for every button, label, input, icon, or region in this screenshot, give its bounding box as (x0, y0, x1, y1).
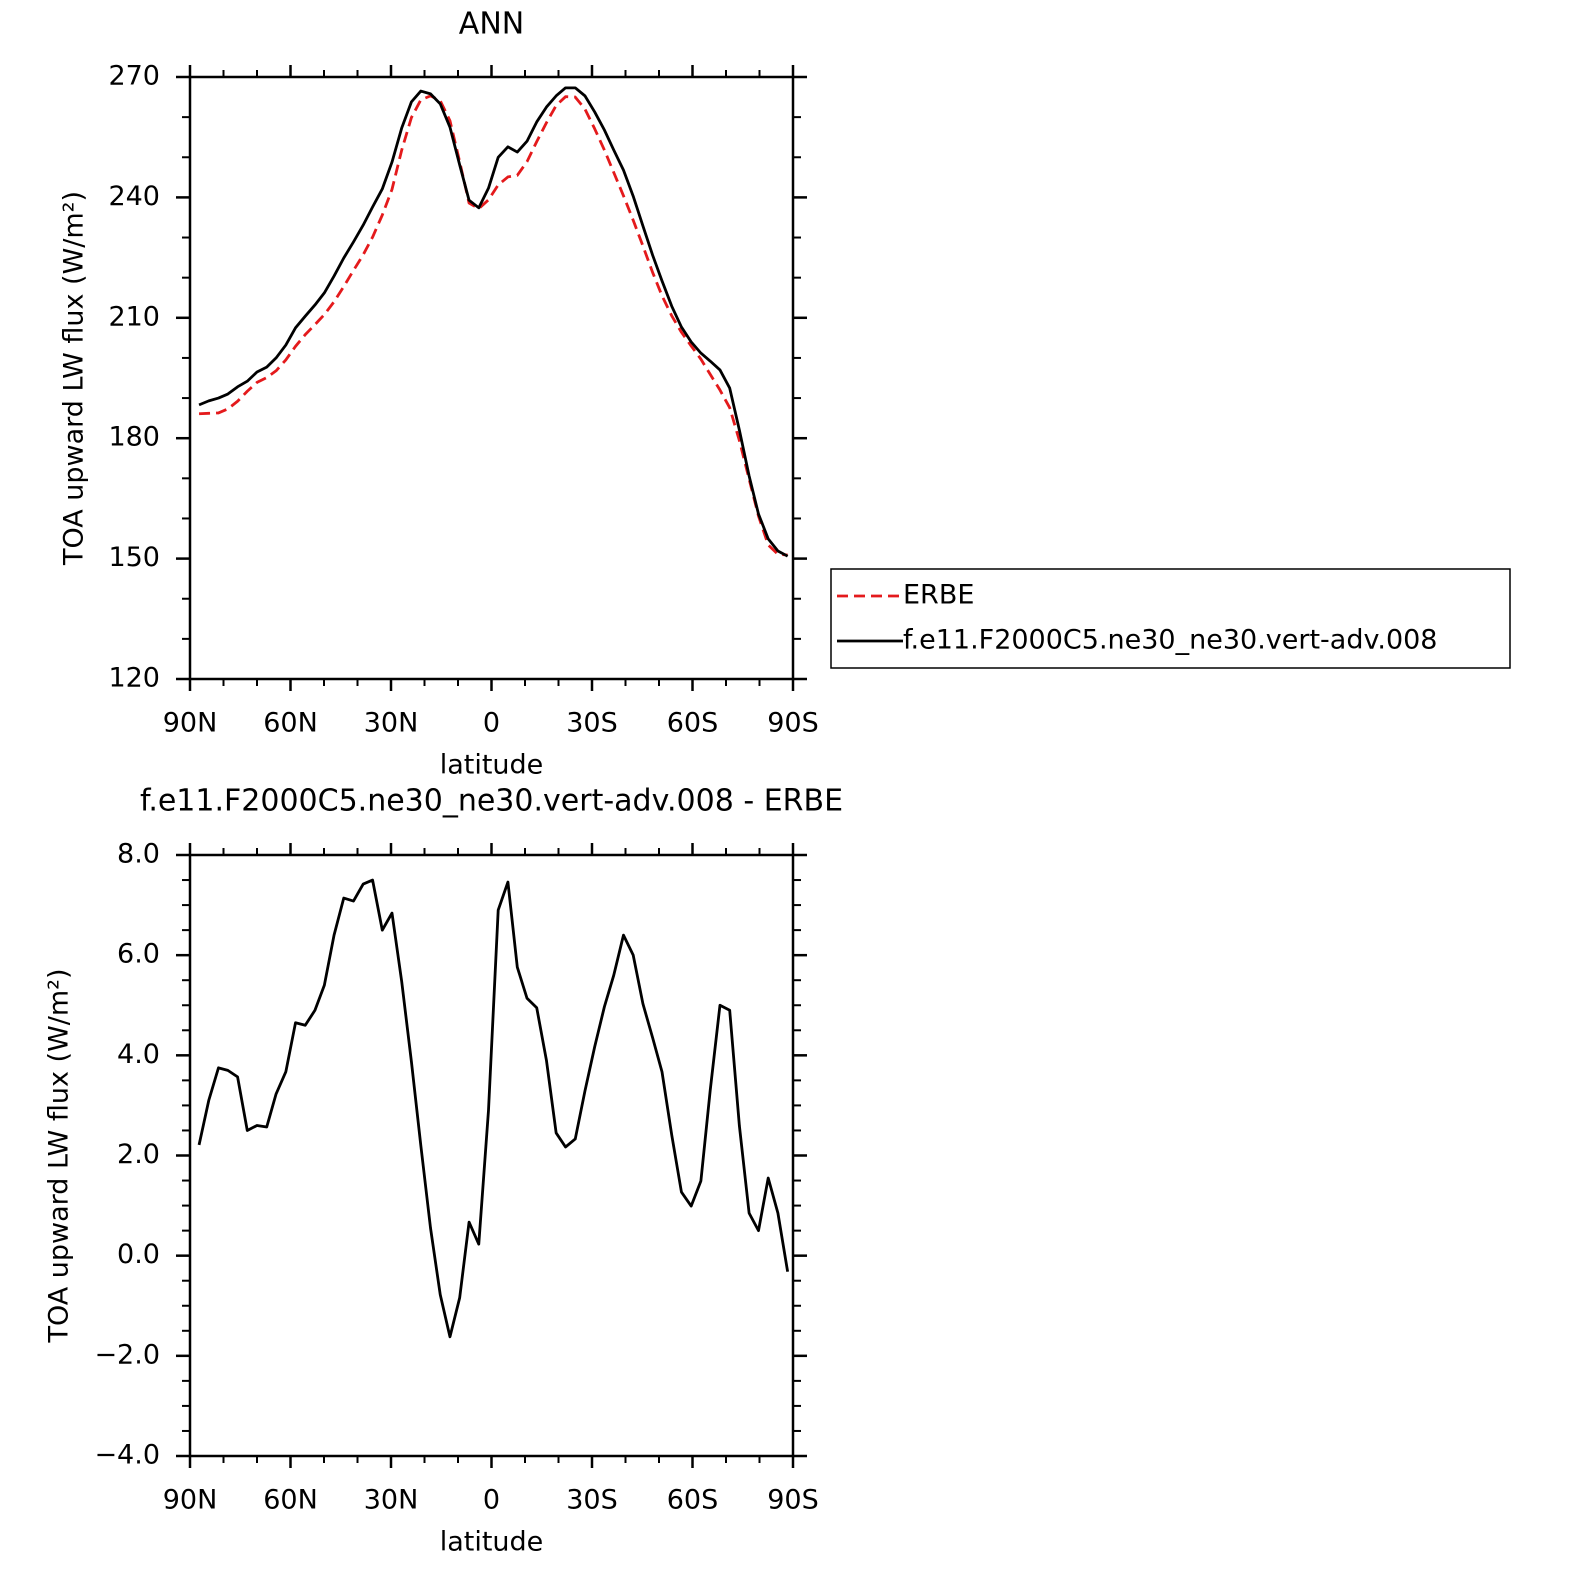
legend-box (830, 568, 1511, 669)
x-axis-label: latitude (440, 1527, 544, 1558)
data-line (198, 94, 788, 557)
x-tick-label: 90N (163, 708, 218, 739)
legend-label: f.e11.F2000C5.ne30_ne30.vert-adv.008 (903, 625, 1437, 656)
data-line (197, 878, 790, 1339)
x-tick-label: 90S (767, 708, 819, 739)
y-tick-label: 120 (108, 663, 160, 694)
x-tick-label: 30S (566, 1485, 618, 1516)
data-line (198, 86, 789, 558)
y-tick-label: 6.0 (117, 939, 160, 970)
plot-frame (188, 853, 795, 1458)
plot-frame (188, 75, 795, 681)
y-tick-label: 270 (108, 61, 160, 92)
y-tick-label: −4.0 (94, 1440, 160, 1471)
chart-title: f.e11.F2000C5.ne30_ne30.vert-adv.008 - E… (140, 784, 843, 819)
x-tick-label: 0 (483, 1485, 500, 1516)
y-tick-label: 4.0 (117, 1039, 160, 1070)
y-tick-label: 8.0 (117, 839, 160, 870)
x-tick-label: 60N (263, 708, 318, 739)
x-tick-label: 60S (667, 708, 719, 739)
x-tick-label: 30S (566, 708, 618, 739)
x-tick-label: 60N (263, 1485, 318, 1516)
x-tick-label: 0 (483, 708, 500, 739)
x-tick-label: 90S (767, 1485, 819, 1516)
chart-title: ANN (459, 7, 524, 42)
y-tick-label: 210 (108, 301, 160, 332)
y-tick-label: 240 (108, 181, 160, 212)
x-tick-label: 90N (163, 1485, 218, 1516)
y-axis-label: TOA upward LW flux (W/m²) (44, 968, 75, 1343)
y-axis-label: TOA upward LW flux (W/m²) (59, 191, 90, 566)
y-tick-label: 150 (108, 542, 160, 573)
x-tick-label: 60S (667, 1485, 719, 1516)
x-axis-label: latitude (440, 750, 544, 781)
x-tick-label: 30N (364, 1485, 419, 1516)
y-tick-label: 180 (108, 422, 160, 453)
y-tick-label: 2.0 (117, 1139, 160, 1170)
y-tick-label: −2.0 (94, 1339, 160, 1370)
x-tick-label: 30N (364, 708, 419, 739)
y-tick-label: 0.0 (117, 1239, 160, 1270)
legend-label: ERBE (903, 580, 974, 611)
